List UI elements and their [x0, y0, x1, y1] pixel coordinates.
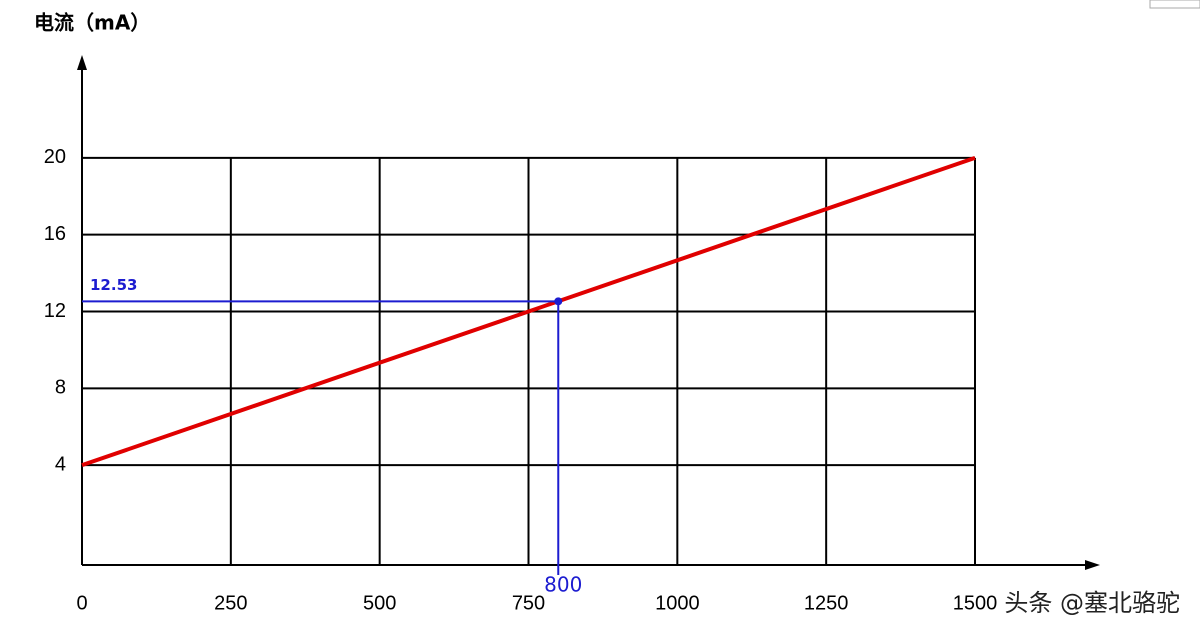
y-axis-label: 电流（mA） — [34, 11, 150, 35]
y-tick-label: 20 — [44, 146, 66, 168]
x-tick-label: 750 — [512, 592, 545, 614]
y-tick-label: 8 — [55, 377, 66, 399]
x-tick-label: 0 — [76, 592, 87, 614]
corner-box — [1149, 0, 1200, 9]
x-tick-label: 500 — [363, 592, 396, 614]
annotation-y-label: 12.53 — [90, 276, 137, 294]
x-tick-label: 250 — [214, 592, 247, 614]
y-tick-label: 16 — [44, 223, 66, 245]
annotation-point — [554, 297, 563, 306]
x-tick-label: 1500 — [953, 592, 998, 614]
y-axis-arrow — [77, 55, 87, 70]
annotation-x-label: 800 — [544, 573, 582, 597]
y-tick-label: 4 — [55, 453, 66, 475]
x-axis-arrow — [1085, 560, 1100, 570]
x-tick-label: 1250 — [804, 592, 849, 614]
data-line — [81, 155, 976, 468]
watermark: 头条 @塞北骆驼 — [1004, 589, 1180, 617]
x-tick-label: 1000 — [655, 592, 700, 614]
y-tick-label: 12 — [44, 300, 66, 322]
